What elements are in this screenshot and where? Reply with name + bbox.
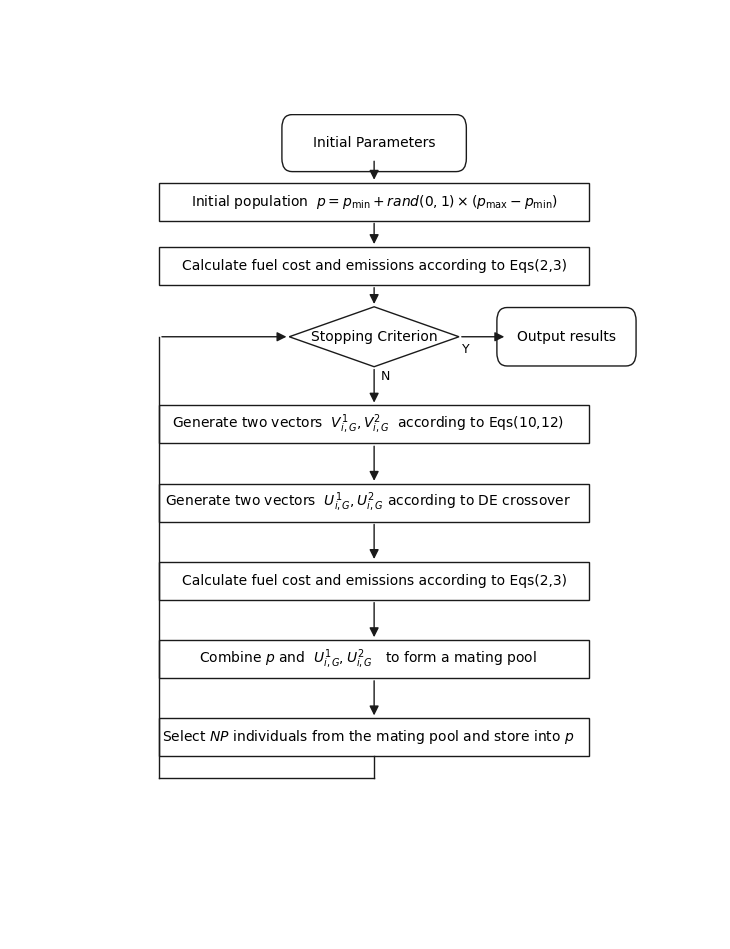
Polygon shape xyxy=(289,307,459,366)
Bar xyxy=(159,562,589,600)
Text: Initial Parameters: Initial Parameters xyxy=(313,136,435,150)
FancyBboxPatch shape xyxy=(497,307,636,366)
Bar xyxy=(159,405,589,443)
FancyBboxPatch shape xyxy=(282,115,466,172)
Text: Y: Y xyxy=(462,343,469,356)
Text: Initial population  $p = p_{\min} + \mathit{rand}(0,1)\times(p_{\max} - p_{\min}: Initial population $p = p_{\min} + \math… xyxy=(191,193,558,211)
Bar xyxy=(159,247,589,285)
Text: Calculate fuel cost and emissions according to Eqs(2,3): Calculate fuel cost and emissions accord… xyxy=(182,259,566,273)
Text: Select $\mathit{NP}$ individuals from the mating pool and store into $p$: Select $\mathit{NP}$ individuals from th… xyxy=(162,728,575,746)
Text: Stopping Criterion: Stopping Criterion xyxy=(311,329,437,344)
Bar xyxy=(159,640,589,678)
Bar xyxy=(159,484,589,522)
Text: Output results: Output results xyxy=(517,329,616,344)
Text: Calculate fuel cost and emissions according to Eqs(2,3): Calculate fuel cost and emissions accord… xyxy=(182,574,566,587)
Text: N: N xyxy=(381,370,391,382)
Bar xyxy=(159,718,589,756)
Bar xyxy=(159,182,589,220)
Text: Generate two vectors  $V_{i,G}^{1}, V_{i,G}^{2}$  according to Eqs(10,12): Generate two vectors $V_{i,G}^{1}, V_{i,… xyxy=(172,413,564,436)
Text: Generate two vectors  $U_{i,G}^{1}, U_{i,G}^{2}$ according to DE crossover: Generate two vectors $U_{i,G}^{1}, U_{i,… xyxy=(166,491,572,514)
Text: Combine $p$ and  $U_{i,G}^{1}, U_{i,G}^{2}$   to form a mating pool: Combine $p$ and $U_{i,G}^{1}, U_{i,G}^{2… xyxy=(199,647,537,671)
